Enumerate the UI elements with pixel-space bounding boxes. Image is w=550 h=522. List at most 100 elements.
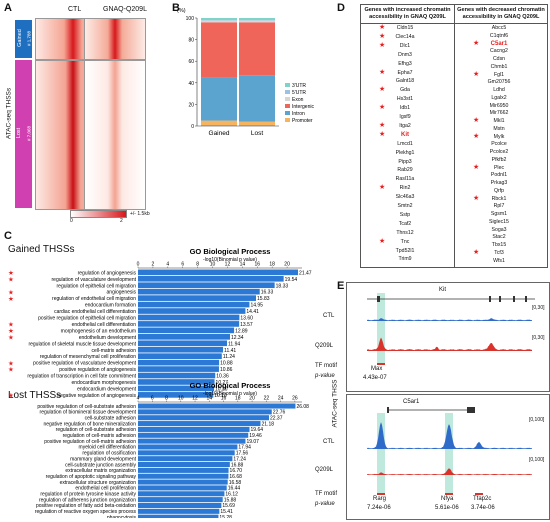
c-value-label: 10.36 [216,374,229,380]
c-category-label: positive regulation of cell-substrate ad… [37,404,136,410]
gene-entry: Podnl1 [490,172,508,179]
c-xtick-label: 8 [165,396,168,402]
gene-entry: Sgsm1 [490,211,508,217]
kit-q209l-range: [0,30] [532,335,545,341]
c-bar [138,485,227,491]
b-bar-segment-promoter [239,121,275,126]
gene-entry: Mstn [493,125,505,132]
c-bar [138,415,269,421]
c-bar [138,497,223,503]
gained-thss-title: Gained THSSs [8,244,75,255]
gene-entry: Cdsn [492,56,506,62]
c-xtick-label: 12 [225,262,231,268]
b-category-label: Gained [209,130,230,137]
kit-motif-pvalue: 4.43e-07 [363,375,387,381]
panel-b-label: B [172,2,180,14]
lost-row-bar: Lost [15,60,25,208]
gene-entry: Gda [400,87,410,94]
b-bar-segment-3utr [201,18,237,21]
gene-entry: Pcolce2 [489,149,509,155]
gene-entry: Galnt18 [395,78,415,85]
c-category-label: endothelium development [79,335,137,341]
star-icon: ★ [379,41,386,49]
panel-c-label: C [4,230,12,242]
kit-track-box: Kit CTL [0,30] Q209L [0,30] TF motif p-v… [315,282,550,392]
c-bar [138,321,240,327]
c-category-label: positive regulation of angiogenesis [59,367,136,373]
gene-entry: Hs3st1 [396,96,414,103]
c-category-label: angiogenesis [107,290,137,296]
atac-side-label: ATAC-seq THSSs [5,87,13,140]
gene-entry: Stac2 [492,234,506,241]
c-value-label: 12.34 [231,335,244,341]
c-bar [138,514,219,518]
c-bar [138,340,228,347]
c-xtick-label: 0 [137,262,140,268]
c-value-label: 14.41 [246,309,259,315]
b-legend-label: Intergenic [292,104,314,110]
scale-max-label: 2 [120,218,123,224]
gene-entry: Rbck1 [491,195,507,202]
c-xtick-label: 18 [269,262,275,268]
c-bar [138,432,249,438]
b-legend-label: Intron [292,111,305,117]
c-value-label: 19.54 [285,277,298,283]
c-bar [138,450,235,456]
gene-entry: Epha7 [397,69,413,76]
b-legend-swatch [285,97,290,101]
gene-entry: Tnc [400,238,410,245]
b-legend-swatch [285,118,290,122]
c-category-label: regulation of biomineral tissue developm… [40,410,137,416]
c5ar1-pvalue-label: p-value [315,501,335,507]
c-category-label: endothelial cell proliferation [75,486,136,492]
c-category-label: cell-substrate adhesion [85,415,137,421]
gene-entry: C1qtnf6 [489,32,509,39]
rarg-motif-pvalue: 7.24e-06 [367,505,391,511]
c-value-label: 15.83 [257,296,270,302]
gene-entry: Smtn2 [397,203,413,209]
c-category-label: regulation of protein tyrosine kinase ac… [40,492,136,498]
c-chart-title: GO Biological Process [190,381,271,390]
c-star-icon: ★ [8,269,14,277]
c-value-label: 11.24 [223,354,235,360]
gene-table: Genes with increased chromatin accessibi… [360,4,548,268]
nfya-motif-mark [445,493,453,495]
c-value-label: 21.18 [262,421,275,427]
c-xtick-label: 6 [151,396,154,402]
gene-entry: Ldhd [493,87,505,93]
c-value-label: 15.28 [219,515,232,518]
gene-entry: Wfs1 [493,257,505,264]
c-value-label: 22.76 [273,410,286,416]
kit-q209l-label: Q209L [315,343,334,349]
c-bar [138,295,257,301]
tfap2c-motif-name: Tfap2c [473,496,492,502]
c-category-label: regulation of vasculature development [52,277,137,283]
c-value-label: 19.64 [251,427,264,433]
c-bar [138,275,284,282]
b-bar-segment-intron [239,75,275,122]
gene-entry: Tbx15 [491,242,507,248]
c-xtick-label: 20 [284,262,290,268]
gene-entry: Soga3 [491,226,507,233]
c-value-label: 16.68 [229,474,242,480]
window-label: +/- 1.5kb [130,211,150,217]
gene-entry: Tcaf2 [398,220,412,227]
panel-d-label: D [337,2,345,14]
c-category-label: negative regulation of bone mineralizati… [43,421,136,427]
b-ytick-label: 40 [188,81,194,87]
gene-entry: Dnm3 [398,51,412,58]
c-value-label: 15.88 [224,497,237,503]
star-icon: ★ [379,130,386,138]
gene-entry: Mylk [493,133,505,140]
c-category-label: endocardium development [77,386,137,392]
star-icon: ★ [473,248,480,256]
c-category-label: positive regulation of epithelial cell m… [38,316,136,322]
c-bar [138,473,229,479]
c-xlabel: -log10(Binomial p value) [203,257,257,263]
gene-entry: Efhg3 [398,60,412,67]
gene-entry: Dlc1 [399,42,411,49]
c-value-label: 15.69 [222,503,235,509]
gene-entry: Trim9 [398,256,412,263]
c-category-label: morphogenesis of an endothelium [61,328,136,334]
panel-e-label: E [337,280,345,292]
